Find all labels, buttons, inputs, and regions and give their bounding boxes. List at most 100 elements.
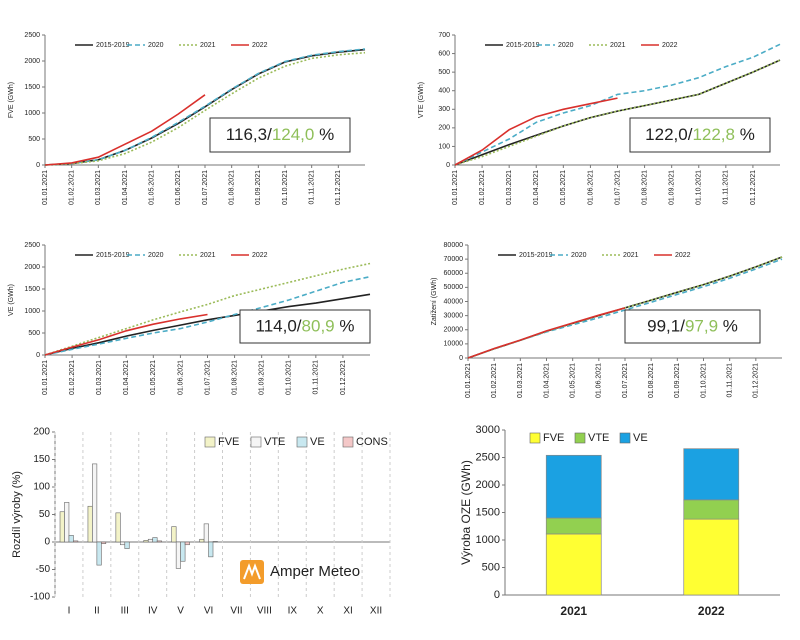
x-tick-label: 01.12.2021 bbox=[750, 170, 757, 205]
y-tick-label: 2500 bbox=[476, 451, 500, 463]
y-tick-label: 500 bbox=[438, 69, 450, 76]
legend-label: 2022 bbox=[252, 42, 268, 49]
line bbox=[44, 94, 206, 166]
bar bbox=[115, 512, 121, 543]
annotation-part: % bbox=[718, 317, 738, 336]
y-tick-label: 150 bbox=[33, 454, 50, 465]
bar bbox=[212, 541, 218, 543]
y-axis-label: VTE (GWh) bbox=[418, 82, 425, 118]
y-tick-label: 2000 bbox=[24, 264, 40, 271]
bar bbox=[59, 511, 65, 543]
x-tick-label: 01.06.2021 bbox=[587, 170, 594, 205]
bar bbox=[147, 538, 154, 543]
legend-label: VTE bbox=[264, 436, 285, 448]
legend-swatch bbox=[574, 432, 586, 444]
x-tick-label: 01.08.2021 bbox=[231, 360, 238, 395]
x-tick-label: 01.01.2021 bbox=[452, 170, 459, 205]
x-tick-label: 01.02.2021 bbox=[479, 170, 486, 205]
line bbox=[454, 97, 618, 166]
bar bbox=[92, 463, 98, 543]
y-tick-label: 2500 bbox=[24, 32, 40, 39]
bar bbox=[203, 523, 209, 543]
x-tick-label: X bbox=[317, 606, 324, 617]
bar bbox=[208, 541, 214, 558]
x-tick-label: 01.12.2021 bbox=[340, 360, 347, 395]
y-tick-label: 60000 bbox=[444, 270, 464, 277]
legend-swatch bbox=[529, 432, 541, 444]
annotation: 99,1/97,9 % bbox=[647, 317, 738, 336]
y-tick-label: 2000 bbox=[24, 58, 40, 65]
x-tick-label: 01.04.2021 bbox=[533, 170, 540, 205]
logo-text: Amper Meteo bbox=[270, 563, 360, 580]
x-tick-label: 2021 bbox=[560, 604, 587, 618]
x-tick-label: 01.01.2021 bbox=[465, 363, 472, 398]
y-tick-label: 1000 bbox=[476, 534, 500, 546]
legend-label: 2020 bbox=[148, 252, 164, 259]
line bbox=[467, 307, 626, 359]
x-tick-label: 01.09.2021 bbox=[259, 360, 266, 395]
y-tick-label: 2000 bbox=[476, 479, 500, 491]
x-tick-label: 01.10.2021 bbox=[696, 170, 703, 205]
legend-label: 2020 bbox=[148, 42, 164, 49]
x-tick-label: 01.03.2021 bbox=[96, 360, 103, 395]
legend-label: 2022 bbox=[675, 252, 691, 259]
x-tick-label: 01.12.2021 bbox=[753, 363, 760, 398]
legend-swatch bbox=[204, 436, 216, 448]
bar bbox=[64, 502, 70, 543]
x-tick-label: IV bbox=[148, 606, 158, 617]
bar bbox=[68, 535, 74, 543]
y-tick-label: 70000 bbox=[444, 256, 464, 263]
x-tick-label: 01.10.2021 bbox=[286, 360, 293, 395]
y-tick-label: -50 bbox=[36, 564, 51, 575]
x-tick-label: 01.07.2021 bbox=[204, 360, 211, 395]
x-tick-label: 01.03.2021 bbox=[517, 363, 524, 398]
bar bbox=[124, 541, 130, 549]
y-tick-label: 100 bbox=[438, 143, 450, 150]
x-tick-label: 01.02.2021 bbox=[491, 363, 498, 398]
logo-glyph bbox=[243, 563, 261, 580]
bar-segment bbox=[545, 533, 602, 596]
annotation-part: % bbox=[335, 317, 355, 336]
bar bbox=[120, 541, 126, 546]
legend-label: 2015-2019 bbox=[506, 42, 540, 49]
x-tick-label: VII bbox=[230, 606, 242, 617]
legend-label: 2015-2019 bbox=[96, 42, 130, 49]
bar bbox=[175, 541, 181, 569]
x-tick-label: 01.08.2021 bbox=[229, 170, 236, 205]
annotation-box bbox=[209, 117, 351, 153]
annotation: 114,0/80,9 % bbox=[256, 317, 355, 336]
y-tick-label: 30000 bbox=[444, 312, 464, 319]
x-tick-label: 2022 bbox=[698, 604, 725, 618]
y-tick-label: 0 bbox=[494, 589, 500, 601]
y-tick-label: 500 bbox=[482, 561, 500, 573]
x-tick-label: 01.01.2021 bbox=[42, 170, 49, 205]
y-tick-label: 40000 bbox=[444, 298, 464, 305]
x-tick-label: 01.07.2021 bbox=[622, 363, 629, 398]
x-tick-label: XI bbox=[343, 606, 352, 617]
y-axis-label: Zatížení (GWh) bbox=[431, 278, 438, 326]
bar bbox=[184, 541, 190, 546]
y-tick-label: 0 bbox=[36, 352, 40, 359]
annotation-part: 97,9 bbox=[685, 317, 718, 336]
y-tick-label: 700 bbox=[438, 32, 450, 39]
x-tick-label: 01.04.2021 bbox=[123, 360, 130, 395]
x-tick-label: VI bbox=[204, 606, 213, 617]
legend-label: 2022 bbox=[252, 252, 268, 259]
legend-label: VE bbox=[310, 436, 325, 448]
bar bbox=[171, 526, 177, 543]
bar bbox=[199, 538, 205, 543]
line bbox=[44, 48, 366, 166]
line bbox=[44, 293, 371, 356]
x-tick-label: 01.05.2021 bbox=[149, 170, 156, 205]
legend-label: 2020 bbox=[558, 42, 574, 49]
y-tick-label: 0 bbox=[446, 162, 450, 169]
legend-swatch bbox=[619, 432, 631, 444]
x-tick-label: 01.05.2021 bbox=[560, 170, 567, 205]
x-tick-label: 01.11.2021 bbox=[727, 363, 734, 398]
x-tick-label: 01.04.2021 bbox=[122, 170, 129, 205]
x-tick-label: 01.03.2021 bbox=[506, 170, 513, 205]
legend-label: FVE bbox=[543, 432, 564, 444]
y-tick-label: 100 bbox=[33, 482, 50, 493]
x-tick-label: IX bbox=[288, 606, 298, 617]
bar bbox=[180, 541, 186, 562]
